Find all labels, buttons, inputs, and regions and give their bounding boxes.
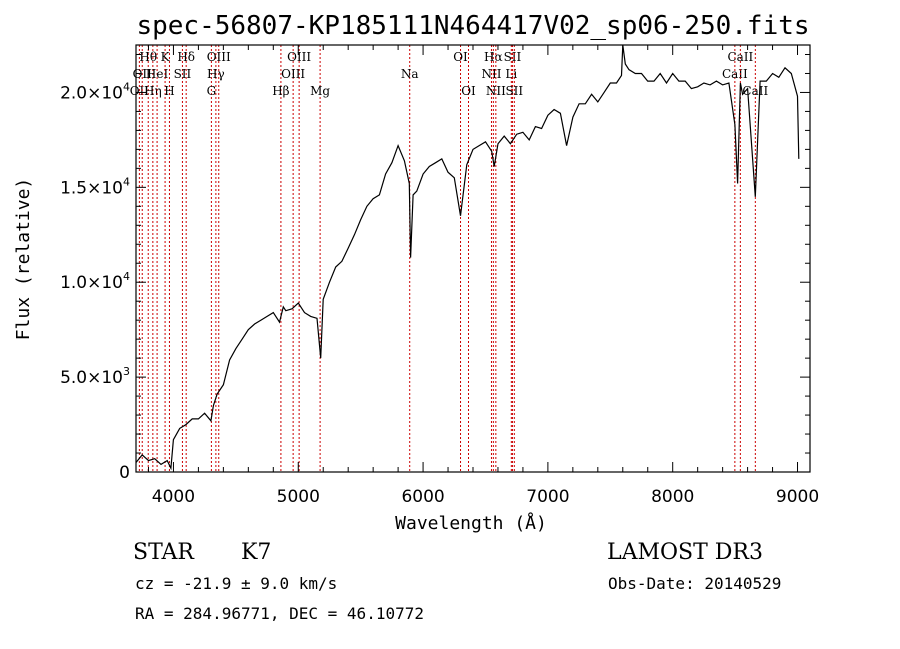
- line-marker-label: CaII: [722, 67, 748, 81]
- y-tick-label: 1.0×104: [60, 270, 130, 293]
- line-marker-label: OIII: [207, 50, 231, 64]
- line-marker-label: Mg: [310, 84, 330, 98]
- line-marker-label: G: [207, 84, 217, 98]
- x-axis-label: Wavelength (Å): [395, 512, 547, 534]
- line-marker-label: SII: [504, 50, 522, 64]
- line-marker-label: Hγ: [207, 67, 225, 81]
- line-marker-label: OI: [461, 84, 476, 98]
- survey-name: LAMOST DR3: [607, 540, 763, 565]
- y-axis-label: Flux (relative): [13, 178, 34, 341]
- line-marker-label: SII: [505, 84, 523, 98]
- object-subclass: K7: [241, 540, 272, 565]
- line-marker-label: H: [164, 84, 174, 98]
- line-marker-label: Hβ: [272, 84, 289, 98]
- y-tick-label: 0: [119, 463, 130, 483]
- y-tick-label: 1.5×104: [60, 175, 130, 198]
- x-tick-label: 4000: [152, 487, 195, 507]
- coordinates: RA = 284.96771, DEC = 46.10772: [135, 604, 424, 623]
- line-marker-label: OIII: [287, 50, 311, 64]
- line-marker-label: NII: [481, 67, 501, 81]
- line-marker-label: Hθ: [139, 50, 157, 64]
- spectrum-line: [135, 44, 800, 471]
- y-tick-label: 2.0×104: [60, 80, 130, 103]
- observation-date: Obs-Date: 20140529: [608, 574, 782, 593]
- line-marker-label: OII: [130, 84, 150, 98]
- line-marker-label: Hη: [144, 84, 162, 98]
- line-marker-label: NII: [486, 84, 506, 98]
- line-marker-label: SII: [174, 67, 192, 81]
- chart-title: spec-56807-KP185111N464417V02_sp06-250.f…: [136, 11, 809, 41]
- line-marker-label: Na: [401, 67, 419, 81]
- line-marker-label: CaII: [742, 84, 768, 98]
- line-marker-label: CaII: [727, 50, 753, 64]
- redshift-cz: cz = -21.9 ± 9.0 km/s: [135, 574, 338, 593]
- line-marker-label: Hδ: [177, 50, 195, 64]
- line-marker-label: Li: [505, 67, 517, 81]
- line-marker-label: OII: [133, 67, 153, 81]
- line-marker-label: OI: [453, 50, 468, 64]
- object-class: STAR: [133, 540, 194, 565]
- axis-ticks: 4000 5000 6000 7000 8000 9000 0 5.0×103 1.0×104 1…: [60, 45, 819, 507]
- x-tick-label: 8000: [651, 487, 694, 507]
- x-tick-label: 7000: [526, 487, 569, 507]
- line-marker-label: Hα: [484, 50, 503, 64]
- line-marker-label: K: [161, 50, 171, 64]
- x-tick-label: 9000: [776, 487, 819, 507]
- plot-frame: [135, 44, 811, 473]
- line-marker-label: OIII: [281, 67, 305, 81]
- x-tick-label: 5000: [277, 487, 320, 507]
- line-marker-label: HeI: [146, 67, 169, 81]
- y-tick-label: 5.0×103: [60, 365, 130, 388]
- line-markers: OIIOIIHθHηHeIKHSIIHδGHγOIIIHβOIIIOIIIMgN…: [130, 45, 768, 472]
- x-tick-label: 6000: [401, 487, 444, 507]
